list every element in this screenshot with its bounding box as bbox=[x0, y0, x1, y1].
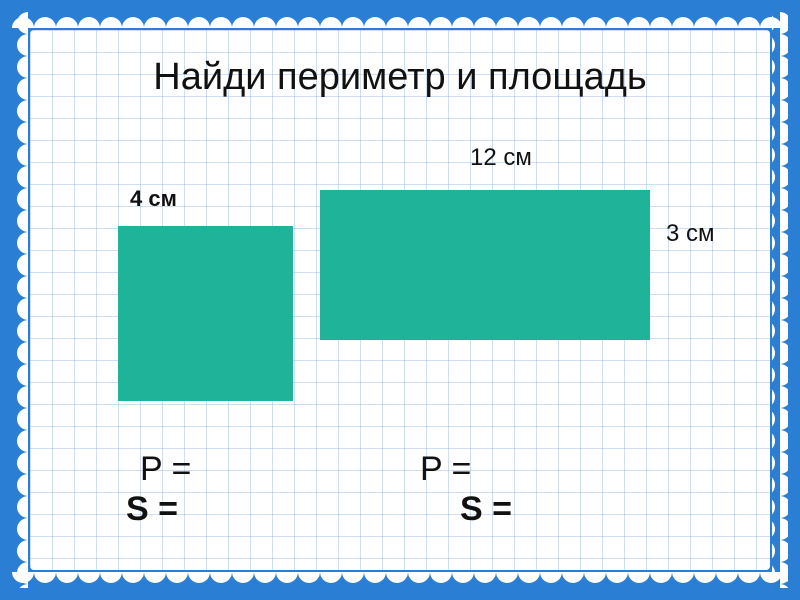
square-side-label: 4 см bbox=[130, 186, 177, 212]
content-area: Найди периметр и площадь 4 см 12 см 3 см… bbox=[30, 30, 770, 570]
rectangle-width-label: 12 см bbox=[470, 144, 532, 172]
left-area-formula: S = bbox=[126, 490, 178, 529]
left-perimeter-formula: P = bbox=[140, 450, 191, 489]
rectangle-height-label: 3 см bbox=[666, 220, 715, 248]
right-perimeter-formula: P = bbox=[420, 450, 471, 489]
right-area-formula: S = bbox=[460, 490, 512, 529]
page-title: Найди периметр и площадь bbox=[30, 56, 770, 99]
square-shape bbox=[118, 226, 293, 401]
rectangle-shape bbox=[320, 190, 650, 340]
slide-frame: Найди периметр и площадь 4 см 12 см 3 см… bbox=[0, 0, 800, 600]
